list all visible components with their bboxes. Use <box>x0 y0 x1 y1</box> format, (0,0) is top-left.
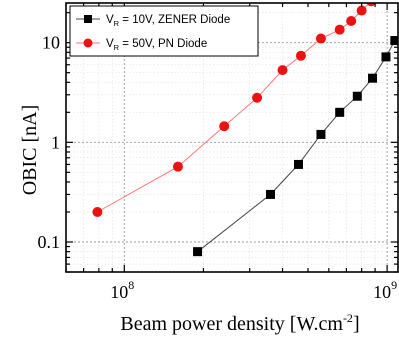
series-2-point <box>295 50 306 61</box>
x-tick-label-exponent: 9 <box>391 278 397 292</box>
y-tick-label: 10 <box>42 33 60 53</box>
legend-label: VR = 50V, PN Diode <box>106 38 207 52</box>
y-tick-label: 1 <box>51 132 60 152</box>
plot-border <box>65 2 399 273</box>
x-tick-label: 108 <box>110 278 134 302</box>
legend-label-prefix: V <box>106 14 114 26</box>
series-2 <box>92 3 376 217</box>
series-1-point <box>293 159 303 169</box>
legend-label-subscript: R <box>114 19 120 28</box>
series-2-point <box>334 24 345 35</box>
series-1-point <box>352 91 362 101</box>
x-tick-label-base: 10 <box>373 282 391 302</box>
x-tick-label-exponent: 8 <box>128 278 134 292</box>
legend-marker <box>84 15 92 23</box>
series-1-point <box>368 73 378 83</box>
series-2-point <box>315 33 326 44</box>
legend-label-suffix: = 50V, PN Diode <box>119 38 207 50</box>
plot-frame <box>65 2 399 273</box>
series-2-point <box>219 121 230 132</box>
series-1-line <box>197 40 396 253</box>
series-1-point <box>316 129 326 139</box>
series-2-point <box>356 5 367 16</box>
y-tick-label: 0.1 <box>38 232 61 252</box>
legend-label-suffix: = 10V, ZENER Diode <box>119 14 230 26</box>
series-1-point <box>390 36 398 46</box>
grid <box>65 3 398 273</box>
legend-label: VR = 10V, ZENER Diode <box>106 14 230 28</box>
legend-label-subscript: R <box>114 43 120 52</box>
series-1-point <box>266 189 276 199</box>
legend-entry-2: VR = 50V, PN Diode <box>76 38 207 52</box>
series-2-point <box>172 161 183 172</box>
series-2-point <box>366 3 376 7</box>
x-axis-title-text: Beam power density <box>120 313 289 335</box>
series-clip-group <box>92 3 398 257</box>
series-2-point <box>346 15 357 26</box>
legend-label-prefix: V <box>106 38 114 50</box>
series-2-point <box>277 65 288 76</box>
legend-marker <box>83 38 93 48</box>
legend-box <box>69 5 259 57</box>
x-tick-label-base: 10 <box>110 282 128 302</box>
series-1-point <box>335 107 345 117</box>
legend-entry-1: VR = 10V, ZENER Diode <box>76 14 230 28</box>
x-tick-label: 109 <box>373 278 397 302</box>
series-1-point <box>193 247 203 257</box>
x-axis-title-unit-open: [W.cm <box>290 313 344 335</box>
x-axis-title: Beam power density [W.cm-2] <box>120 311 359 335</box>
series-2-point <box>92 206 103 217</box>
y-axis-title: OBIC [nA] <box>19 105 41 196</box>
x-axis-title-unit-sup: -2 <box>343 311 353 325</box>
series-layer <box>92 3 398 257</box>
series-1 <box>193 36 398 257</box>
series-2-point <box>252 92 263 103</box>
x-axis-title-unit-close: ] <box>353 313 360 335</box>
series-1-point <box>381 52 391 62</box>
